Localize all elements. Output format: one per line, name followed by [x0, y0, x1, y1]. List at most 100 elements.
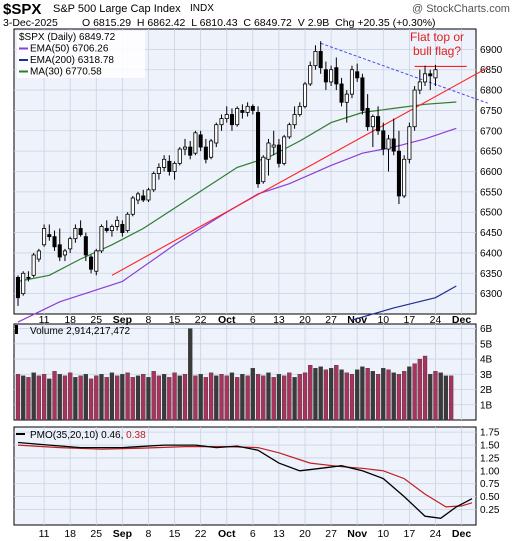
candle-body [292, 114, 297, 126]
candle-body [302, 83, 308, 107]
x-tick-label: 10 [377, 528, 389, 540]
candle-body [188, 146, 193, 156]
x-tick-label: 20 [299, 314, 311, 326]
candle-body [104, 228, 109, 231]
volume-bar [115, 375, 120, 421]
candle-body [26, 276, 31, 279]
volume-bar [167, 377, 172, 421]
candle-body [355, 71, 360, 79]
candle-body [151, 173, 156, 191]
date-label: 3-Dec-2025 [3, 17, 58, 29]
low-label: L [191, 17, 197, 29]
candle-body [287, 124, 292, 138]
volume-bar [433, 371, 438, 421]
volume-bar [255, 374, 261, 421]
volume-bar [271, 377, 276, 421]
candle-body [256, 112, 261, 185]
candle-body [282, 136, 287, 164]
y-tick-label: 3B [480, 370, 493, 381]
x-tick-label: 8 [146, 528, 152, 540]
volume-bar [41, 374, 47, 421]
candle-body [198, 134, 203, 148]
x-tick-label: 22 [195, 528, 207, 540]
candle-body [229, 114, 234, 126]
volume-bar [219, 374, 224, 421]
y-tick-label: 1B [480, 400, 493, 411]
volume-swatch [15, 325, 18, 334]
volume-bar [422, 355, 428, 421]
panel-vol [13, 323, 477, 421]
volume-bar [208, 372, 214, 421]
x-tick-label: Dec [452, 314, 471, 326]
volume-bar [62, 375, 68, 421]
candle-body [240, 110, 245, 113]
candle-body [89, 256, 94, 270]
candle-body [276, 144, 281, 164]
pmo-signal-line [17, 444, 473, 508]
candle-body [203, 146, 208, 160]
instrument-name: S&P 500 Large Cap Index [53, 3, 181, 15]
volume-bar [141, 374, 146, 421]
volume-bar [318, 366, 323, 421]
annotation-text: bull flag? [413, 44, 461, 58]
pmo-line [17, 441, 473, 519]
volume-bar [78, 375, 83, 421]
x-tick-label: Oct [218, 528, 236, 540]
volume-bar [381, 368, 386, 421]
volume-bar [391, 372, 396, 421]
volume-bar [412, 363, 417, 421]
volume-bar [99, 374, 104, 421]
candle-body [370, 116, 375, 128]
volume-bar [214, 375, 219, 421]
candle-body [224, 114, 229, 119]
volume-bar [428, 374, 433, 421]
y-tick-label: 6700 [480, 126, 503, 137]
volume-bar [417, 358, 422, 421]
volume-bar [344, 372, 349, 421]
support-trendline [111, 67, 488, 276]
annotation-text: Flat top or [410, 30, 464, 44]
candle-body [15, 276, 21, 299]
candle-body [365, 107, 370, 128]
volume-bar [287, 372, 292, 421]
candle-body [193, 132, 198, 154]
volume-bar [15, 374, 21, 421]
volume-bar [245, 375, 250, 421]
y-tick-label: 1.25 [480, 453, 500, 464]
volume-bar [386, 369, 391, 421]
y-tick-label: 6450 [480, 228, 503, 239]
candle-body [360, 77, 365, 111]
candle-body [318, 50, 323, 69]
y-tick-label: 6B [480, 324, 493, 335]
x-tick-label: 13 [273, 528, 285, 540]
volume-bar [83, 374, 88, 421]
x-tick-label: 15 [169, 314, 181, 326]
x-tick-label: 17 [404, 314, 416, 326]
volume-bar [198, 374, 203, 421]
x-tick-label: 17 [404, 528, 416, 540]
volume-bar [229, 372, 235, 421]
candle-body [428, 73, 433, 77]
x-tick-label: 10 [377, 314, 389, 326]
volume-bar [370, 371, 375, 421]
candle-body [344, 93, 349, 103]
candle-body [177, 148, 182, 164]
volume-bar [365, 368, 370, 421]
exchange-label: INDX [190, 3, 214, 14]
legend-entry: EMA(50) 6706.26 [30, 44, 109, 55]
x-tick-label: 15 [169, 528, 181, 540]
x-tick-label: 27 [325, 528, 337, 540]
x-tick-label: Oct [218, 314, 236, 326]
volume-bar [375, 374, 381, 421]
pmo-title-signal: 0.38 [126, 430, 146, 441]
volume-bar [360, 366, 365, 421]
pmo-title-value: PMO(35,20,10) 0.46, [30, 430, 126, 441]
symbol-label: $SPX [3, 1, 42, 18]
candle-body [182, 146, 188, 150]
candle-body [396, 150, 401, 197]
candle-body [36, 250, 41, 260]
volume-bar [240, 374, 245, 421]
candle-body [57, 244, 62, 258]
volume-bar [193, 375, 198, 421]
